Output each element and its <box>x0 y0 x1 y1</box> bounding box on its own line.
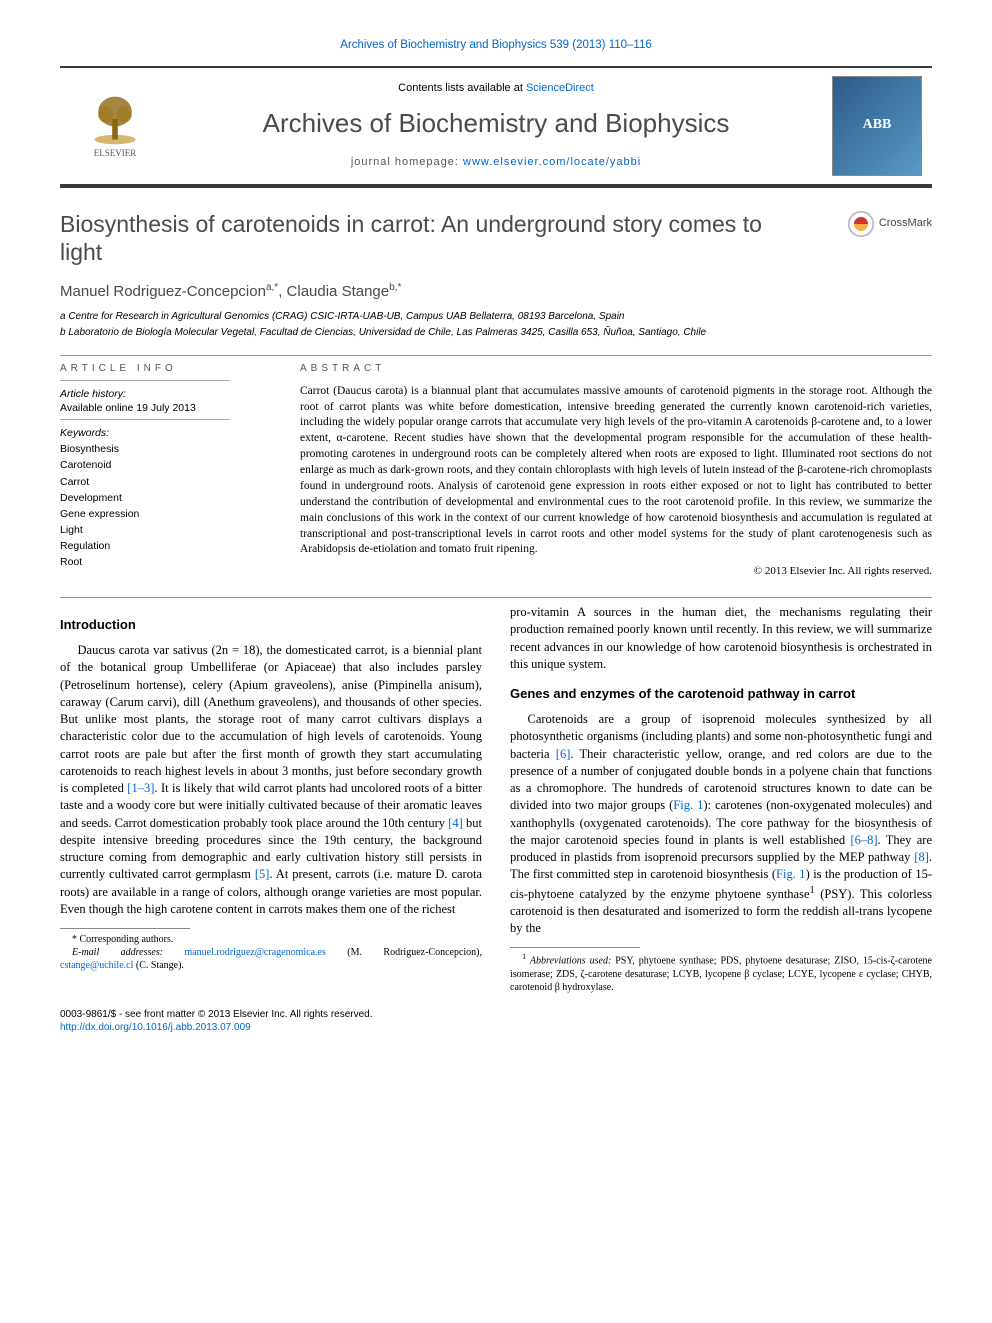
contents-pre: Contents lists available at <box>398 82 526 94</box>
affiliation-b: b Laboratorio de Biología Molecular Vege… <box>60 326 932 340</box>
doi-link[interactable]: http://dx.doi.org/10.1016/j.abb.2013.07.… <box>60 1022 251 1033</box>
keyword-6: Regulation <box>60 539 270 553</box>
article-title: Biosynthesis of carotenoids in carrot: A… <box>60 210 790 268</box>
body-columns: Introduction Daucus carota var sativus (… <box>60 604 932 994</box>
homepage-pre: journal homepage: <box>351 156 463 168</box>
keyword-2: Carrot <box>60 475 270 489</box>
info-sep-2 <box>60 419 230 420</box>
running-header: Archives of Biochemistry and Biophysics … <box>60 38 932 54</box>
email-1[interactable]: manuel.rodriguez@cragenomica.es <box>184 947 325 958</box>
article-info-heading: ARTICLE INFO <box>60 362 270 376</box>
masthead-center: Contents lists available at ScienceDirec… <box>160 81 832 170</box>
contents-line: Contents lists available at ScienceDirec… <box>160 81 832 96</box>
crossmark-label: CrossMark <box>879 216 932 231</box>
keyword-7: Root <box>60 555 270 569</box>
abstract-copyright: © 2013 Elsevier Inc. All rights reserved… <box>300 564 932 579</box>
crossmark-badge[interactable]: CrossMark <box>847 210 932 238</box>
abstract-heading: ABSTRACT <box>300 362 932 376</box>
ref-6a[interactable]: [6] <box>556 747 571 761</box>
author-2: Claudia Stange <box>287 283 390 300</box>
journal-cover-thumb: ABB <box>832 76 922 176</box>
sciencedirect-link[interactable]: ScienceDirect <box>526 82 594 94</box>
crossmark-icon <box>847 210 875 238</box>
journal-homepage: journal homepage: www.elsevier.com/locat… <box>160 155 832 170</box>
author-sep: , <box>278 283 286 300</box>
genes-para-1: Carotenoids are a group of isoprenoid mo… <box>510 711 932 937</box>
abstract: ABSTRACT Carrot (Daucus carota) is a bia… <box>300 362 932 579</box>
affiliation-a: a Centre for Research in Agricultural Ge… <box>60 310 932 324</box>
ref-5[interactable]: [5] <box>255 867 270 881</box>
info-abstract-block: ARTICLE INFO Article history: Available … <box>60 362 932 579</box>
front-matter-line: 0003-9861/$ - see front matter © 2013 El… <box>60 1008 932 1022</box>
footnote-corresponding: * Corresponding authors. <box>60 933 482 946</box>
elsevier-logo: ELSEVIER <box>70 76 160 176</box>
affiliations: a Centre for Research in Agricultural Ge… <box>60 310 932 339</box>
genes-heading: Genes and enzymes of the carotenoid path… <box>510 685 932 703</box>
elsevier-text: ELSEVIER <box>94 147 137 159</box>
intro-heading: Introduction <box>60 616 482 634</box>
homepage-link[interactable]: www.elsevier.com/locate/yabbi <box>463 156 641 168</box>
fig-1a[interactable]: Fig. 1 <box>673 798 703 812</box>
rule-after-abstract <box>60 597 932 598</box>
keywords-label: Keywords: <box>60 426 270 440</box>
ref-1-3[interactable]: [1–3] <box>127 781 154 795</box>
bottom-bar: 0003-9861/$ - see front matter © 2013 El… <box>60 1008 932 1035</box>
email-label: E-mail addresses: <box>72 947 184 958</box>
fig-1b[interactable]: Fig. 1 <box>776 867 806 881</box>
ref-4[interactable]: [4] <box>448 816 463 830</box>
ref-6-8[interactable]: [6–8] <box>850 833 877 847</box>
journal-title: Archives of Biochemistry and Biophysics <box>160 106 832 141</box>
history-text: Available online 19 July 2013 <box>60 401 270 415</box>
footnote-abbrev: 1 Abbreviations used: PSY, phytoene synt… <box>510 952 932 993</box>
keyword-4: Gene expression <box>60 507 270 521</box>
email-2[interactable]: cstange@uchile.cl <box>60 960 133 971</box>
right-column: pro-vitamin A sources in the human diet,… <box>510 604 932 994</box>
article-info: ARTICLE INFO Article history: Available … <box>60 362 270 579</box>
keyword-0: Biosynthesis <box>60 442 270 456</box>
cover-abbr: ABB <box>863 116 892 135</box>
rule-top <box>60 355 932 356</box>
intro-para-1: Daucus carota var sativus (2n = 18), the… <box>60 642 482 918</box>
title-row: Biosynthesis of carotenoids in carrot: A… <box>60 210 932 268</box>
author-2-sup: b,* <box>389 282 401 293</box>
history-label: Article history: <box>60 387 270 401</box>
journal-masthead: ELSEVIER Contents lists available at Sci… <box>60 66 932 188</box>
author-1-sup: a,* <box>266 282 278 293</box>
running-header-link[interactable]: Archives of Biochemistry and Biophysics … <box>340 39 652 51</box>
intro-1a: Daucus carota var sativus (2n = 18), the… <box>60 643 482 795</box>
footnote-emails: E-mail addresses: manuel.rodriguez@crage… <box>60 946 482 972</box>
authors-line: Manuel Rodriguez-Concepciona,*, Claudia … <box>60 281 932 302</box>
email-2-who: (C. Stange). <box>133 960 184 971</box>
left-column: Introduction Daucus carota var sativus (… <box>60 604 482 994</box>
elsevier-tree-icon <box>87 91 143 147</box>
info-sep-1 <box>60 380 230 381</box>
abstract-text: Carrot (Daucus carota) is a biannual pla… <box>300 384 932 558</box>
footnote-rule-left <box>60 928 190 929</box>
author-1: Manuel Rodriguez-Concepcion <box>60 283 266 300</box>
keyword-1: Carotenoid <box>60 458 270 472</box>
abbrev-label: Abbreviations used: <box>526 956 615 967</box>
email-1-who: (M. Rodriguez-Concepcion), <box>326 947 482 958</box>
keyword-3: Development <box>60 491 270 505</box>
intro-para-1-cont: pro-vitamin A sources in the human diet,… <box>510 604 932 673</box>
footnote-rule-right <box>510 947 640 948</box>
keyword-5: Light <box>60 523 270 537</box>
ref-8[interactable]: [8] <box>914 850 929 864</box>
